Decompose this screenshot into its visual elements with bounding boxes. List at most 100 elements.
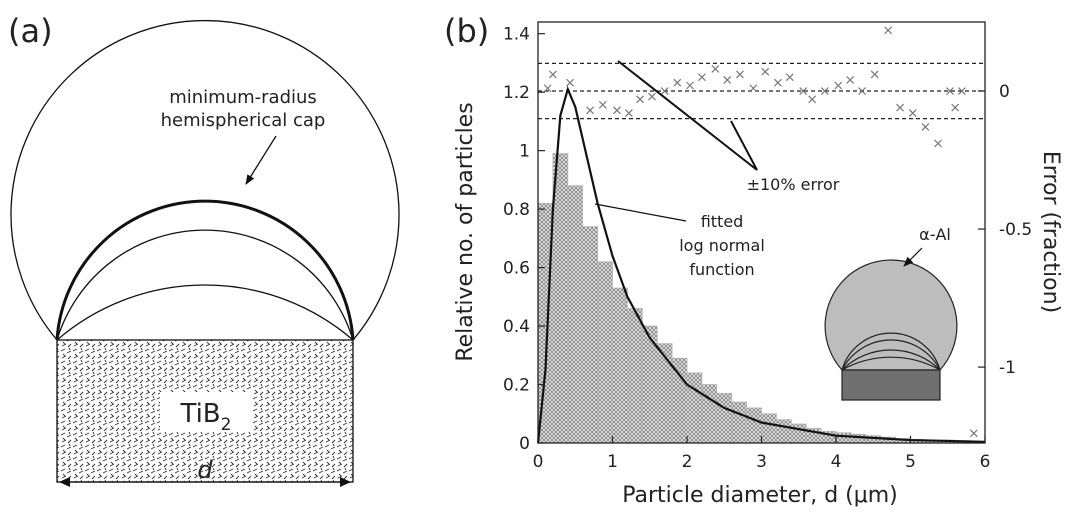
error-point — [613, 106, 621, 115]
error-band-label: ±10% error — [747, 175, 840, 194]
inset-cap — [841, 349, 941, 371]
error-point — [785, 73, 794, 82]
particle-subscript: 2 — [221, 415, 232, 435]
error-point — [908, 109, 917, 118]
inset-particle — [841, 369, 941, 401]
y2-axis-label: Error (fraction) — [1038, 151, 1063, 313]
bar — [627, 308, 643, 444]
panel-a: (a) TiB2 minimum-radius hemispherical ca… — [8, 12, 400, 487]
inset-cap — [841, 332, 941, 371]
bar — [761, 413, 777, 444]
x-tick-label: 1 — [607, 452, 618, 472]
inset-pointer — [903, 247, 923, 267]
cap — [56, 284, 354, 341]
outer-cap — [10, 20, 400, 341]
width-label: d — [197, 456, 213, 484]
error-point — [957, 87, 966, 95]
error-point — [548, 70, 557, 79]
fit-label: fitted — [701, 212, 744, 231]
inset-cap — [841, 339, 941, 371]
bar — [656, 343, 673, 444]
bar — [686, 372, 703, 444]
fit-curve — [536, 85, 986, 444]
error-point — [834, 81, 843, 90]
error-point — [934, 139, 942, 148]
x-tick-label: 5 — [905, 452, 916, 472]
error-point — [761, 67, 770, 76]
cap — [56, 229, 354, 341]
x-tick-label: 4 — [831, 452, 842, 472]
fit-label: log normal — [679, 236, 765, 255]
error-point — [673, 78, 682, 87]
error-point — [846, 76, 855, 84]
y-tick-label: 0 — [519, 434, 530, 454]
fit-pointer — [594, 203, 687, 222]
x-tick-label: 2 — [682, 452, 693, 472]
bar — [582, 226, 599, 444]
x-tick-label: 6 — [980, 452, 991, 472]
y-tick-label: 0.8 — [503, 200, 530, 220]
y-tick-label: 0.4 — [503, 317, 530, 337]
error-point — [799, 87, 808, 95]
min-cap — [55, 199, 355, 341]
error-point — [820, 87, 829, 95]
bar — [567, 185, 584, 444]
x-tick-label: 3 — [756, 452, 767, 472]
y-tick-label: 0.6 — [503, 259, 530, 279]
error-point — [648, 92, 656, 101]
error-point — [870, 70, 879, 79]
y2-tick-label: -0.5 — [999, 220, 1032, 240]
error-point — [858, 87, 866, 95]
error-point — [896, 103, 904, 112]
y-tick-label: 0.2 — [503, 376, 530, 396]
error-point — [711, 65, 720, 73]
error-point — [543, 84, 552, 93]
error-point — [686, 81, 694, 90]
bar — [597, 261, 613, 444]
error-point — [951, 103, 960, 112]
error-point — [624, 109, 633, 118]
error-point — [723, 76, 732, 84]
bar — [552, 153, 569, 444]
inset-label: α-Al — [919, 225, 951, 244]
y2-tick-label: -1 — [999, 358, 1016, 378]
cap-label: minimum-radius — [169, 87, 317, 108]
bar — [716, 392, 733, 444]
error-point — [749, 84, 758, 93]
error-point — [636, 95, 644, 104]
x-axis-label: Particle diameter, d (μm) — [622, 483, 898, 508]
bar — [790, 423, 807, 444]
error-point — [697, 73, 706, 82]
error-point — [735, 70, 744, 79]
bar — [671, 357, 688, 444]
bar — [746, 407, 762, 444]
error-point — [773, 78, 782, 87]
cap-arrow — [245, 135, 277, 185]
y-tick-label: 1 — [519, 142, 530, 162]
bar — [612, 287, 628, 444]
bar — [776, 419, 792, 444]
fit-label: function — [689, 260, 754, 279]
inset-outer — [824, 259, 958, 371]
error-point — [598, 100, 607, 109]
bar — [731, 401, 748, 444]
error-point — [566, 78, 574, 87]
error-point — [884, 26, 893, 35]
panel-label: (a) — [8, 12, 53, 50]
particle-name: TiB — [180, 399, 221, 429]
bar — [850, 433, 867, 444]
error-point — [969, 429, 978, 438]
y2-tick-label: 0 — [999, 82, 1010, 102]
y-tick-label: 1.4 — [503, 25, 530, 45]
panel-b: (b) Particle diameter, d (μm) Relative n… — [444, 12, 1063, 508]
error-point — [921, 122, 930, 131]
error-band-pointer — [617, 60, 758, 171]
error-point — [946, 87, 954, 95]
cap-label: hemispherical cap — [161, 110, 326, 131]
particle-label: TiB2 — [180, 399, 232, 435]
y-tick-label: 1.2 — [503, 83, 530, 103]
error-point — [660, 87, 669, 95]
error-point — [586, 106, 595, 115]
error-point — [808, 95, 817, 104]
